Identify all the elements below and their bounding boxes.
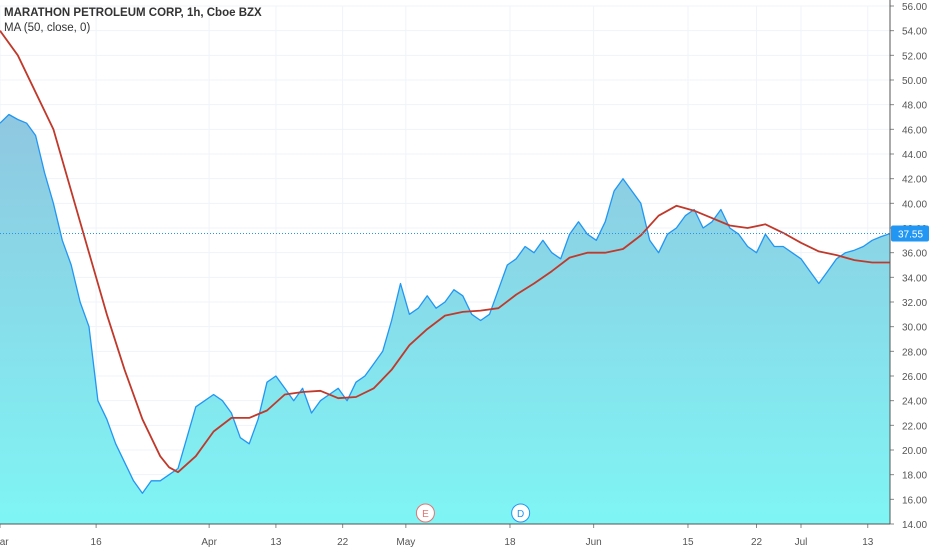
y-tick-label: 18.00 [902,471,927,482]
y-tick-label: 14.00 [902,520,927,531]
y-tick-label: 48.00 [902,101,927,112]
y-tick-label: 40.00 [902,199,927,210]
y-tick-label: 32.00 [902,298,927,309]
y-tick-label: 24.00 [902,397,927,408]
y-tick-label: 50.00 [902,76,927,87]
event-marker[interactable]: D [511,503,531,523]
x-tick-label: 15 [682,537,694,548]
y-tick-label: 36.00 [902,249,927,260]
ma-line[interactable] [0,30,890,474]
y-tick-label: 56.00 [902,2,927,13]
y-tick-label: 22.00 [902,421,927,432]
x-tick-label: Mar [0,537,9,548]
chart-title: MARATHON PETROLEUM CORP, 1h, Cboe BZX [4,7,262,19]
price-line[interactable] [0,113,891,494]
y-tick-label: 42.00 [902,175,927,186]
last-price-badge [891,225,929,242]
x-tick-label: May [396,537,415,548]
y-tick-label: 34.00 [902,273,927,284]
x-tick-label: 16 [91,537,103,548]
y-tick-label: 28.00 [902,347,927,358]
last-price-label: 37.55 [898,230,923,241]
x-tick-label: 22 [337,537,349,548]
ma-indicator-label[interactable]: MA (50, close, 0) [4,22,91,34]
y-tick-label: 26.00 [902,372,927,383]
y-tick-label: 54.00 [902,27,927,38]
y-tick-label: 46.00 [902,125,927,136]
x-tick-label: Jun [586,537,602,548]
y-tick-label: 52.00 [902,51,927,62]
y-tick-label: 44.00 [902,150,927,161]
price-area [0,114,890,524]
price-area-group [0,113,891,524]
y-tick-label: 16.00 [902,495,927,506]
event-marker-label: E [422,509,429,520]
ma-line-group [0,30,890,474]
event-marker-circle[interactable] [511,503,531,523]
x-tick-label: 22 [751,537,763,548]
x-tick-label: Jul [795,537,808,548]
y-tick-label: 20.00 [902,446,927,457]
y-tick-label: 30.00 [902,323,927,334]
x-tick-label: 18 [504,537,516,548]
event-marker[interactable]: E [415,503,435,523]
x-tick-label: 13 [270,537,282,548]
x-tick-label: 13 [862,537,874,548]
event-marker-label: D [517,509,524,520]
chart-legend: MARATHON PETROLEUM CORP, 1h, Cboe BZX MA… [4,6,262,36]
x-tick-label: Apr [201,537,217,548]
event-marker-circle[interactable] [415,503,435,523]
